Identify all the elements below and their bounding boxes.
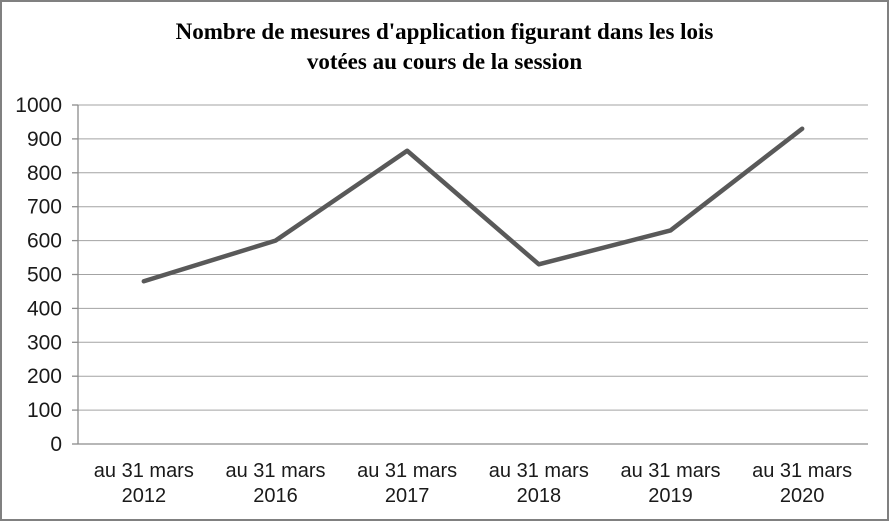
y-axis-ticks xyxy=(72,104,78,445)
x-tick-label-2016-line2: 2016 xyxy=(253,485,298,507)
x-tick-label-2020-line1: au 31 mars xyxy=(752,460,852,482)
y-tick-label-900: 900 xyxy=(27,128,62,151)
x-tick-label-2017-line2: 2017 xyxy=(385,485,430,507)
y-tick-label-600: 600 xyxy=(27,230,62,253)
x-tick-label-2020-line2: 2020 xyxy=(780,485,825,507)
x-tick-label-2017-line1: au 31 mars xyxy=(357,460,457,482)
x-tick-label-2016-line1: au 31 mars xyxy=(225,460,325,482)
y-tick-label-700: 700 xyxy=(27,196,62,219)
gridlines xyxy=(78,104,868,411)
x-tick-label-2012-line2: 2012 xyxy=(122,485,167,507)
y-tick-label-500: 500 xyxy=(27,264,62,287)
x-tick-label-2018-line1: au 31 mars xyxy=(489,460,589,482)
x-tick-label-2012-line1: au 31 mars xyxy=(94,460,194,482)
y-tick-label-200: 200 xyxy=(27,365,62,388)
y-tick-label-300: 300 xyxy=(27,331,62,354)
y-axis-tick-labels: 0 100 200 300 400 500 600 700 800 900 1000 xyxy=(15,94,62,456)
x-tick-label-2018-line2: 2018 xyxy=(517,485,562,507)
data-series-line xyxy=(141,126,805,284)
y-tick-label-0: 0 xyxy=(50,433,62,456)
chart-title: Nombre de mesures d'application figurant… xyxy=(2,2,887,77)
x-tick-label-2019-line2: 2019 xyxy=(648,485,693,507)
y-tick-label-800: 800 xyxy=(27,162,62,185)
x-tick-label-2019-line1: au 31 mars xyxy=(620,460,720,482)
y-tick-label-400: 400 xyxy=(27,297,62,320)
x-axis-tick-labels: au 31 mars 2012 au 31 mars 2016 au 31 mars 20… xyxy=(94,460,852,507)
y-tick-label-1000: 1000 xyxy=(15,94,62,117)
y-tick-label-100: 100 xyxy=(27,399,62,422)
chart-title-line2: votées au cours de la session xyxy=(306,49,583,74)
chart-title-line1: Nombre de mesures d'application figurant… xyxy=(175,19,714,44)
series-polyline xyxy=(141,126,805,284)
